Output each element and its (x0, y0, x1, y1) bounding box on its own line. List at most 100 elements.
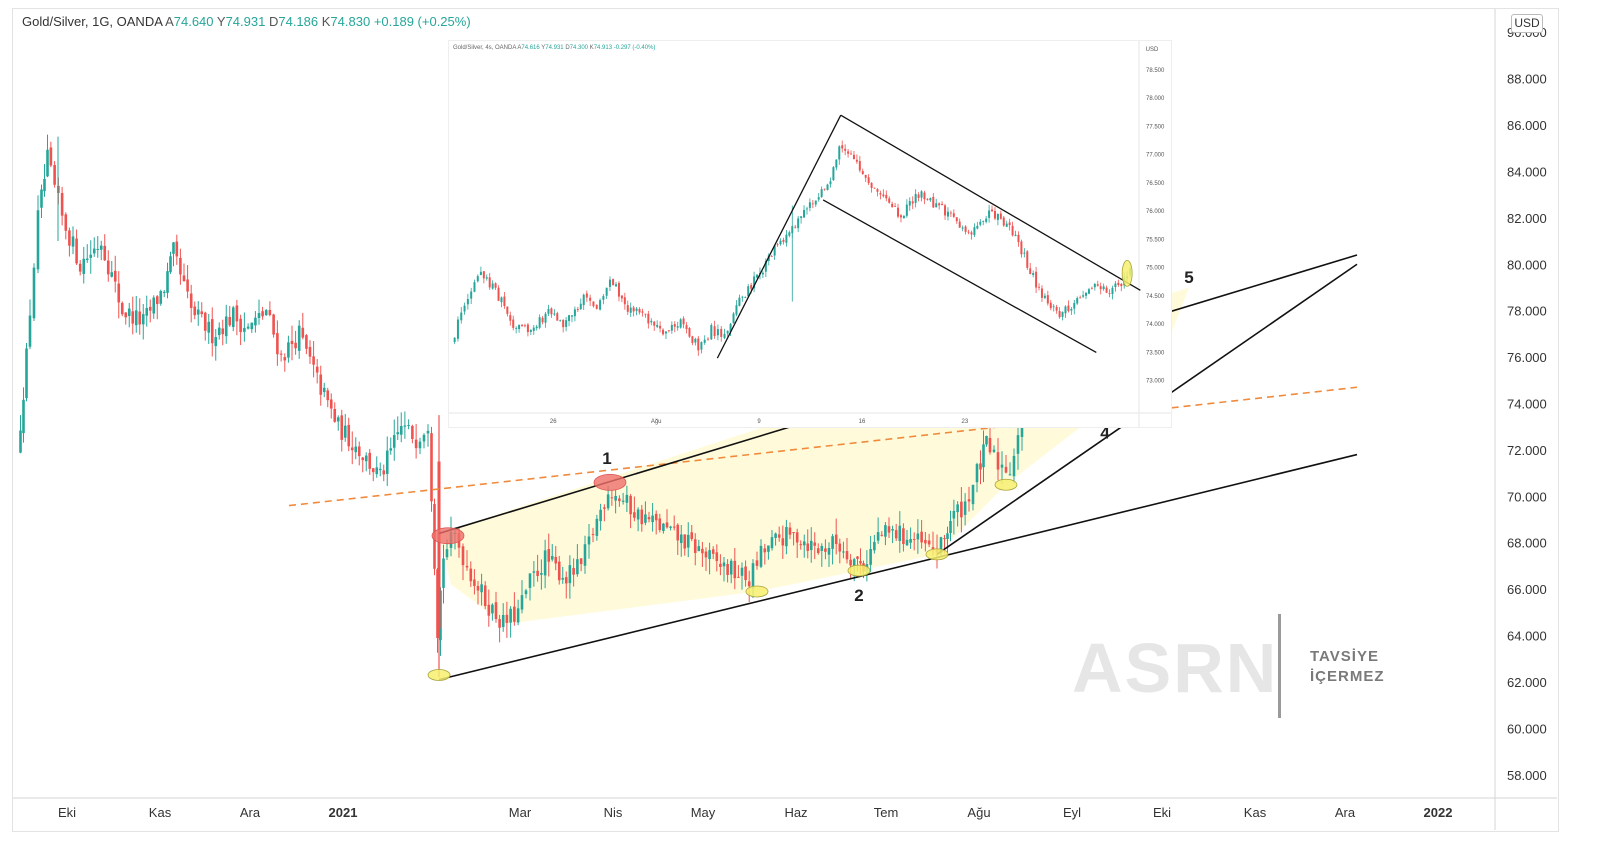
x-tick-label: Ara (1335, 805, 1356, 820)
x-tick-label: 2021 (329, 805, 358, 820)
inset-candle-body (861, 171, 864, 175)
candle-body (193, 306, 197, 316)
inset-low: 74.300 (569, 45, 589, 51)
inset-candle-body (923, 192, 926, 200)
inset-candle-body (1120, 284, 1123, 287)
candle-body (785, 527, 788, 547)
candle-body (315, 366, 319, 373)
candle-body (809, 540, 813, 551)
inset-y-tick-label: 78.500 (1146, 68, 1165, 74)
candle-body (322, 387, 326, 393)
candle-body (992, 449, 996, 452)
candle-body (763, 548, 767, 553)
inset-candle-body (713, 326, 716, 337)
inset-candle-body (729, 323, 732, 332)
candle-body (755, 560, 759, 566)
inset-candle-body (776, 244, 779, 246)
inset-y-tick-label: 74.500 (1146, 294, 1165, 300)
candle-body (469, 568, 473, 582)
inset-candle-body (1052, 306, 1055, 308)
candle-body (636, 509, 640, 520)
candle-body (375, 467, 379, 475)
inset-candle-body (599, 300, 602, 310)
y-tick-label: 70.000 (1507, 489, 1547, 504)
inset-candle-body (756, 274, 759, 278)
candle-body (182, 275, 186, 282)
high-value: 74.931 (225, 14, 266, 29)
candle-body (343, 425, 347, 438)
inset-candle-body (1005, 223, 1008, 227)
inset-candle-body (617, 282, 620, 297)
candle-body (308, 346, 312, 357)
candle-body (264, 310, 268, 316)
inset-candle-body (544, 313, 547, 323)
candle-body (509, 608, 512, 623)
candle-body (722, 562, 726, 567)
candle-body (654, 513, 658, 521)
candle-body (89, 254, 93, 258)
inset-candle-body (779, 240, 782, 245)
inset-candle-body (991, 209, 994, 212)
inset-candle-body (635, 308, 638, 311)
inset-candle-body (570, 315, 573, 317)
candle-body (378, 468, 382, 471)
inset-candle-body (1108, 293, 1111, 294)
candle-body (838, 543, 842, 552)
y-tick-label: 66.000 (1507, 582, 1547, 597)
x-tick-label: Eki (58, 805, 76, 820)
inset-candle-body (888, 198, 891, 203)
candle-body (949, 521, 952, 534)
inset-candle-body (697, 338, 700, 351)
inset-high: 74.931 (545, 45, 564, 51)
inset-candle-body (805, 208, 808, 210)
candle-body (294, 342, 297, 349)
inset-candle-body (1046, 295, 1049, 304)
candle-body (876, 532, 880, 541)
inset-currency-label: USD (1146, 47, 1159, 53)
candle-body (916, 533, 920, 540)
inset-candle-body (976, 225, 979, 229)
candle-body (494, 602, 498, 620)
inset-candle-body (562, 320, 565, 328)
candle-body (445, 549, 449, 558)
candle-body (669, 526, 672, 528)
inset-x-tick-label: 26 (550, 419, 557, 425)
pivot-marker-yellow (745, 585, 769, 598)
candle-body (633, 512, 636, 518)
candle-body (368, 452, 372, 469)
candle-body (505, 614, 509, 623)
inset-candle-body (1096, 284, 1099, 286)
inset-candle-body (659, 325, 662, 329)
candle-body (155, 296, 159, 305)
currency-badge[interactable]: USD (1511, 14, 1543, 33)
y-tick-label: 58.000 (1507, 768, 1547, 783)
wave-label: 5 (1184, 268, 1193, 287)
inset-candle-body (832, 167, 835, 181)
candle-body (196, 309, 200, 315)
candle-body (152, 297, 156, 314)
inset-candle-body (897, 207, 900, 217)
inset-candle-body (500, 297, 503, 303)
candle-body (224, 316, 228, 337)
candle-body (610, 497, 614, 499)
inset-candle-body (1040, 288, 1043, 298)
candle-body (679, 534, 683, 544)
inset-trendline (822, 199, 1097, 354)
x-tick-label: Eyl (1063, 805, 1081, 820)
inset-candle-body (914, 193, 917, 203)
candle-body (476, 585, 480, 591)
candle-body (186, 279, 189, 292)
inset-candle-body (864, 174, 867, 178)
candle-body (658, 518, 662, 531)
candle-body (385, 450, 389, 474)
candle-body (407, 425, 410, 427)
inset-candle-body (1067, 305, 1070, 312)
candle-body (103, 245, 107, 261)
candle-body (68, 230, 71, 246)
candle-body (19, 430, 22, 453)
inset-candle-body (629, 307, 632, 313)
candle-body (426, 430, 430, 434)
inset-candle-body (1087, 289, 1090, 294)
candle-body (28, 315, 32, 347)
inset-candle-body (1082, 295, 1085, 297)
